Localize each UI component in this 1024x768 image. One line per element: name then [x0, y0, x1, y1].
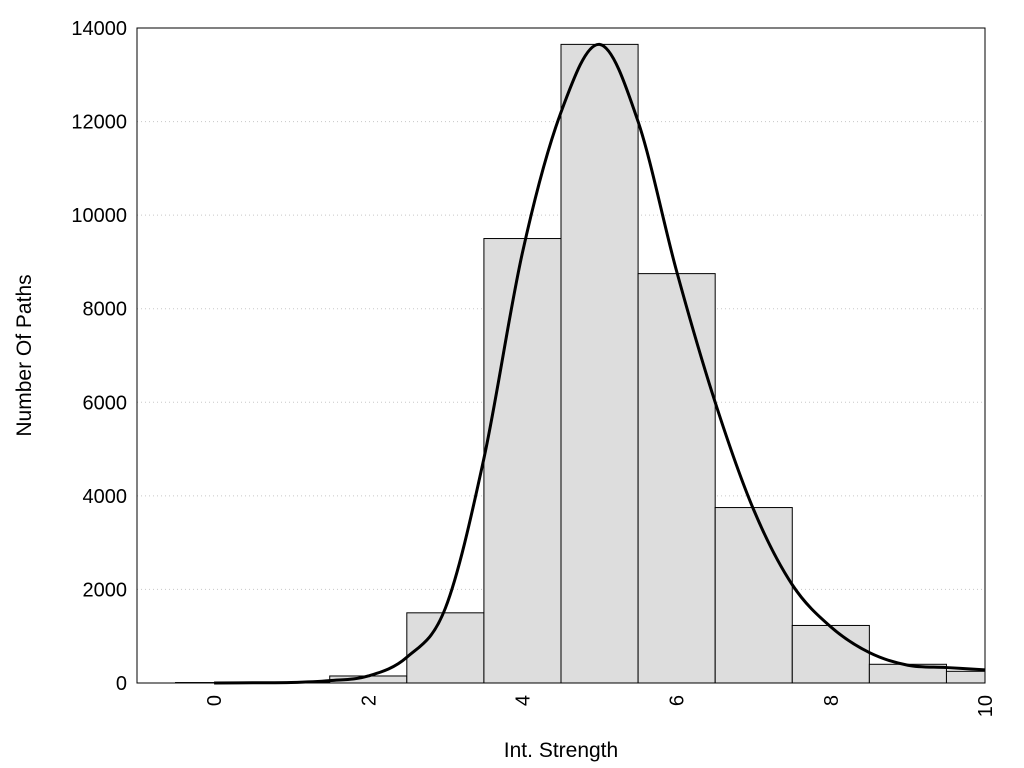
density-curve — [214, 42, 986, 685]
y-tick-label: 4000 — [83, 486, 128, 508]
histogram-bar — [637, 273, 716, 684]
x-tick-label: 10 — [975, 695, 997, 717]
y-tick-label: 8000 — [83, 299, 128, 321]
x-tick-label: 2 — [358, 695, 380, 706]
histogram-bar — [714, 507, 793, 684]
x-tick-label: 6 — [667, 695, 689, 706]
y-tick-label: 10000 — [71, 205, 127, 227]
y-tick-label: 6000 — [83, 392, 128, 414]
x-axis-label: Int. Strength — [504, 739, 618, 762]
x-tick-label: 8 — [821, 695, 843, 706]
histogram-bar — [560, 43, 639, 684]
x-tick-label: 0 — [204, 695, 226, 706]
histogram-bar — [791, 624, 870, 684]
y-axis-label: Number Of Paths — [13, 274, 36, 436]
y-tick-label: 2000 — [83, 579, 128, 601]
y-tick-label: 0 — [116, 673, 127, 695]
density-curve-group — [214, 42, 986, 685]
x-axis-ticks: 0 2 4 6 8 10 — [204, 695, 997, 717]
bars — [175, 43, 986, 684]
plot-frame — [136, 27, 986, 684]
histogram-bar — [483, 238, 562, 684]
y-axis-ticks: 0 2000 4000 6000 8000 10000 12000 14000 — [71, 18, 127, 695]
histogram-bar — [945, 670, 986, 684]
x-tick-label: 4 — [512, 695, 534, 706]
y-tick-label: 14000 — [71, 18, 127, 40]
y-tick-label: 12000 — [71, 112, 127, 134]
